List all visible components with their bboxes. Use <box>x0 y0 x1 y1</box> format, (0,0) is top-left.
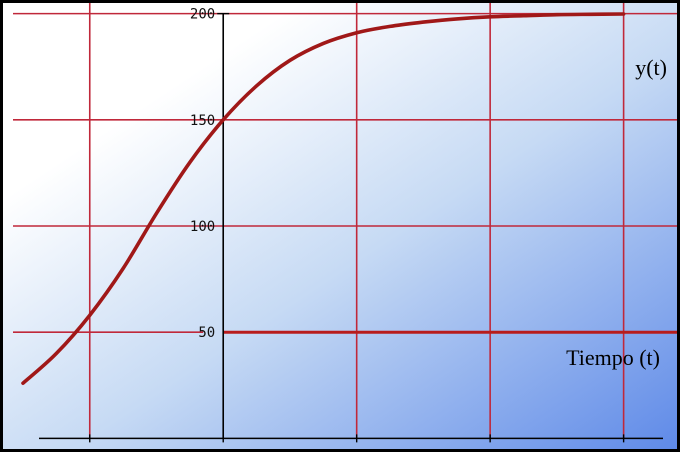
series-line <box>21 12 626 385</box>
data-series <box>21 12 626 385</box>
y-tick-label: 100 <box>190 219 215 235</box>
axes <box>39 12 663 443</box>
y-axis-title: y(t) <box>635 55 667 80</box>
y-tick-label: 150 <box>190 113 215 129</box>
sigmoid-chart: -1010203050100150200 y(t) Tiempo (t) <box>3 3 677 449</box>
grid <box>13 3 677 439</box>
tick-labels: -1010203050100150200 <box>190 7 215 342</box>
y-tick-label: 200 <box>190 7 215 23</box>
x-axis-title: Tiempo (t) <box>566 345 660 370</box>
y-tick-label: 50 <box>198 325 215 341</box>
